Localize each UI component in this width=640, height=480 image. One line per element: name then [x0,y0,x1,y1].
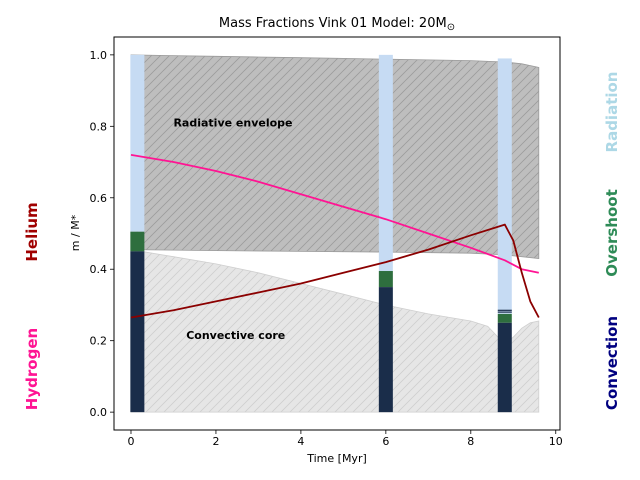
helium-side-label: Helium [23,202,41,261]
radiation-side-label: Radiation [603,72,621,153]
y-axis-label: m / M* [69,214,82,251]
bar-convection-zone [497,322,512,413]
x-tick-label: 6 [382,435,389,448]
y-tick-label: 0.4 [90,263,108,276]
abundance-lines [130,154,540,319]
mass-regions [130,54,540,413]
series-line-hydrogen [130,154,539,274]
convective-core-label: Convective core [186,329,285,342]
envelope-hatch [131,54,539,259]
y-tick-label: 0.6 [90,192,108,205]
y-tick-label: 0.2 [90,335,108,348]
x-tick-label: 4 [297,435,304,448]
y-tick-label: 0.8 [90,120,108,133]
axis-ticks: 0 2 4 6 8 10 0.0 0.2 0.4 0.6 0.8 1.0 [90,49,563,448]
plot-frame [113,36,561,431]
bar-overshoot-zone [497,313,512,323]
x-tick-label: 10 [549,435,563,448]
hydrogen-side-label: Hydrogen [23,328,41,410]
x-axis-label: Time [Myr] [306,452,367,465]
sun-symbol: ⊙ [447,22,455,33]
radiative-envelope-label: Radiative envelope [173,116,292,129]
bar-convection-zone [378,287,393,413]
convection-side-label: Convection [603,316,621,410]
bar-radiation-zone [378,54,393,272]
chart-title: Mass Fractions Vink 01 Model: 20M⊙ [219,16,455,33]
series-line-helium [130,223,540,319]
overshoot-side-label: Overshoot [603,189,621,277]
bar-radiation-zone [130,54,145,232]
bar-overshoot-zone [378,271,393,288]
bar-overshoot-zone [130,231,145,252]
x-tick-label: 8 [467,435,474,448]
x-tick-label: 2 [212,435,219,448]
y-tick-label: 0.0 [90,406,108,419]
x-tick-label: 0 [127,435,134,448]
y-tick-label: 1.0 [90,49,108,62]
convective-core-hatch [131,249,539,413]
bar-radiation-zone [497,58,512,314]
bar-convection-zone [130,251,145,413]
kippenhahn-bars [130,54,512,413]
